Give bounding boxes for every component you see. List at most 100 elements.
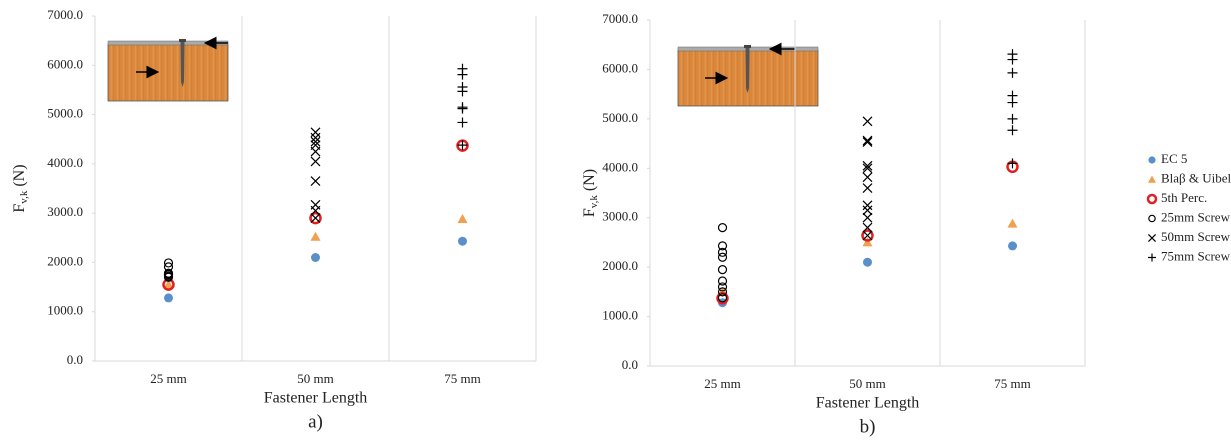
plus-marker: [1007, 125, 1018, 136]
plus-marker: [1007, 158, 1018, 169]
triangle-marker: [310, 231, 321, 241]
y-tick-label: 3000.0: [47, 204, 83, 219]
cross-marker: [310, 205, 321, 216]
legend-label: Blaβ & Uibel: [1161, 170, 1231, 185]
ring-marker: [162, 278, 175, 291]
x-axis-title: Fastener Length: [264, 390, 368, 407]
y-axis-title-unit: (N): [581, 169, 598, 191]
dot-marker: [1008, 241, 1017, 251]
cross-marker: [862, 183, 873, 193]
y-tick-label: 0.0: [622, 357, 638, 372]
y-tick-label: 6000.0: [47, 56, 83, 71]
x-tick-label: 75 mm: [444, 371, 480, 386]
circle-marker: [717, 276, 728, 286]
y-axis-title-main: F: [581, 208, 598, 217]
y-axis-title-main: F: [11, 204, 28, 213]
plus-marker: [1007, 97, 1018, 108]
cross-marker: [862, 116, 873, 127]
legend-label: 75mm Screw: [1161, 248, 1231, 263]
y-axis-title: Fv,k (N): [581, 169, 600, 217]
plus-marker: [1007, 67, 1018, 78]
ring-marker: [309, 211, 322, 225]
inset-illustration-a: [107, 36, 229, 102]
plus-marker: [1148, 253, 1156, 262]
y-tick-label: 1000.0: [47, 303, 83, 318]
y-tick-label: 5000.0: [602, 110, 638, 125]
circle-marker: [163, 258, 174, 268]
plus-marker: [1007, 113, 1018, 124]
dot-marker: [863, 257, 872, 267]
cross-marker: [862, 135, 873, 146]
cross-marker: [862, 230, 873, 241]
cross-marker: [310, 127, 321, 138]
plus-marker: [457, 86, 468, 97]
cross-marker: [862, 200, 873, 211]
legend-label: 5th Perc.: [1161, 190, 1207, 205]
plus-marker: [457, 117, 468, 128]
inset-illustration-b: [677, 42, 819, 107]
dot-marker: [311, 253, 320, 262]
cross-marker: [862, 160, 873, 171]
cross-marker: [862, 205, 873, 216]
circle-marker: [1148, 214, 1156, 223]
x-tick-label: 50 mm: [849, 376, 885, 391]
y-axis-title: Fv,k (N): [11, 164, 30, 212]
circle-marker: [717, 223, 728, 233]
cross-marker: [310, 213, 321, 223]
y-tick-label: 6000.0: [602, 60, 638, 75]
plus-marker: [457, 69, 468, 80]
legend-label: 50mm Screw: [1161, 229, 1231, 244]
cross-marker: [310, 146, 321, 157]
panel-label: b): [860, 416, 876, 437]
circle-marker: [717, 287, 728, 297]
x-tick-label: 25 mm: [704, 376, 740, 391]
cross-marker: [1147, 233, 1157, 243]
dot-marker: [1148, 156, 1156, 164]
y-tick-label: 1000.0: [602, 308, 638, 323]
x-tick-label: 75 mm: [994, 376, 1030, 391]
triangle-marker: [163, 279, 174, 289]
triangle-marker: [862, 237, 873, 247]
dot-marker: [164, 293, 173, 303]
cross-marker: [862, 172, 873, 183]
cross-marker: [862, 163, 873, 174]
cross-marker: [310, 132, 321, 143]
circle-marker: [163, 272, 174, 282]
cross-marker: [862, 222, 873, 233]
x-axis-title: Fastener Length: [816, 395, 920, 412]
cross-marker: [310, 136, 321, 147]
y-tick-label: 2000.0: [602, 258, 638, 273]
panel-label: a): [308, 411, 323, 432]
circle-marker: [717, 252, 728, 262]
plus-marker: [457, 140, 468, 151]
circle-marker: [717, 247, 728, 257]
y-tick-label: 2000.0: [47, 253, 83, 268]
y-axis-title-sub: v,k: [18, 190, 30, 204]
triangle-marker: [1148, 175, 1156, 183]
triangle-marker: [457, 214, 468, 224]
circle-marker: [717, 241, 728, 251]
y-tick-label: 7000.0: [47, 7, 83, 22]
circle-marker: [717, 265, 728, 275]
legend-label: 25mm Screw: [1161, 209, 1231, 224]
y-tick-label: 4000.0: [47, 155, 83, 170]
triangle-marker: [1007, 218, 1018, 228]
y-tick-label: 7000.0: [602, 11, 638, 26]
y-tick-label: 4000.0: [602, 159, 638, 174]
ring-marker: [861, 229, 874, 242]
y-tick-label: 0.0: [67, 352, 83, 367]
y-axis-title-unit: (N): [11, 164, 28, 186]
x-tick-label: 50 mm: [297, 371, 333, 386]
circle-marker: [717, 282, 728, 292]
plus-marker: [457, 103, 468, 114]
y-tick-label: 3000.0: [602, 209, 638, 224]
dot-marker: [458, 236, 467, 246]
ring-marker: [1146, 193, 1158, 205]
y-axis-title-sub: v,k: [588, 195, 600, 209]
legend-label: EC 5: [1161, 151, 1187, 166]
cross-marker: [862, 212, 873, 223]
plus-marker: [1007, 54, 1018, 65]
cross-marker: [310, 156, 321, 167]
x-tick-label: 25 mm: [150, 371, 186, 386]
cross-marker: [862, 137, 873, 148]
